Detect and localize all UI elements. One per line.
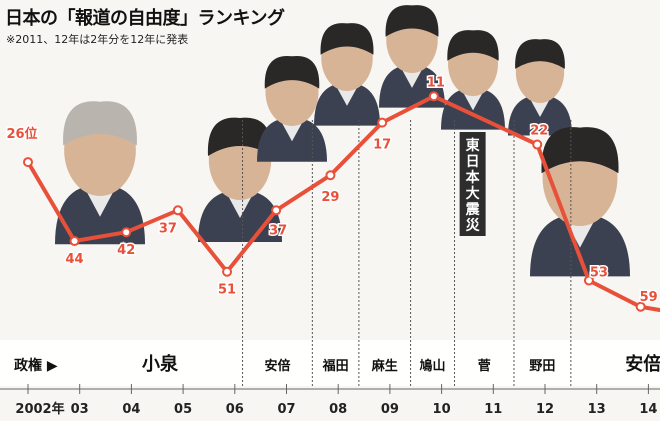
government-name: 安倍	[625, 353, 660, 375]
data-label: 53	[590, 265, 608, 280]
data-label: 29	[321, 190, 339, 205]
regime-label: 政権 ▶	[14, 357, 58, 374]
government-name: 鳩山	[420, 358, 446, 374]
annotation-text: 震	[465, 202, 481, 218]
series-point	[69, 236, 80, 246]
data-label: 51	[218, 283, 236, 298]
data-label: 37	[269, 223, 287, 238]
x-tick-label: 2002年	[15, 401, 64, 417]
politician-portrait	[314, 23, 380, 126]
data-label: 11	[427, 75, 445, 90]
government-name: 菅	[478, 358, 491, 374]
data-label: 26位	[6, 126, 37, 142]
annotation-box	[459, 132, 486, 236]
series-point	[583, 275, 594, 286]
series-point	[121, 227, 132, 238]
politician-portrait	[530, 127, 630, 277]
data-label: 22	[530, 124, 548, 139]
data-label: 17	[373, 138, 391, 153]
x-tick-label: 09	[381, 402, 399, 417]
politician-portrait	[198, 117, 282, 242]
politician-portrait	[508, 39, 572, 136]
portrait-hair	[385, 5, 439, 37]
x-tick-label: 05	[174, 402, 192, 417]
chart-title: 日本の「報道の自由度」ランキング	[5, 8, 285, 29]
series-point	[325, 170, 336, 181]
chart-note: ※2011、12年は2年分を12年に発表	[6, 33, 189, 46]
x-tick-label: 10	[433, 402, 451, 417]
government-name: 福田	[322, 358, 349, 374]
x-tick-label: 07	[277, 402, 295, 417]
portrait-hair	[320, 23, 374, 55]
annotation-text: 災	[466, 218, 481, 234]
portrait-hair	[447, 30, 499, 61]
series-point	[271, 205, 282, 216]
data-label: 37	[159, 221, 177, 236]
x-tick-label: 12	[536, 402, 554, 417]
portrait-hair	[264, 56, 320, 89]
series-point	[23, 157, 33, 168]
annotation-text: 日	[466, 154, 480, 170]
portrait-hair	[63, 101, 137, 146]
government-band	[0, 340, 660, 386]
government-name: 野田	[529, 359, 555, 374]
annotation-text: 本	[466, 169, 481, 186]
portrait-hair	[207, 117, 273, 156]
x-tick-label: 06	[226, 402, 244, 417]
series-point	[428, 91, 439, 102]
politician-portrait	[55, 101, 145, 245]
data-label: 42	[117, 243, 135, 258]
government-name: 小泉	[142, 353, 179, 375]
annotation-text: 大	[466, 185, 480, 202]
x-tick-label: 14	[639, 402, 657, 417]
portrait-hair	[541, 127, 619, 174]
x-tick-label: 04	[122, 402, 140, 417]
x-tick-label: 13	[588, 402, 606, 417]
data-label: 59	[640, 290, 658, 305]
series-point	[172, 205, 183, 216]
series-point	[377, 117, 388, 128]
government-name: 安倍	[264, 358, 290, 374]
politician-portrait	[257, 56, 327, 162]
data-label: 44	[65, 252, 83, 267]
politician-portrait	[441, 30, 505, 130]
annotation-text: 東	[466, 137, 480, 154]
portrait-hair	[515, 39, 565, 69]
series-point	[222, 266, 233, 277]
x-tick-label: 11	[484, 402, 502, 417]
series-point	[635, 301, 646, 312]
x-tick-label: 03	[71, 402, 89, 417]
x-tick-label: 08	[329, 402, 347, 417]
government-name: 麻生	[371, 358, 398, 374]
series-point	[532, 139, 543, 150]
